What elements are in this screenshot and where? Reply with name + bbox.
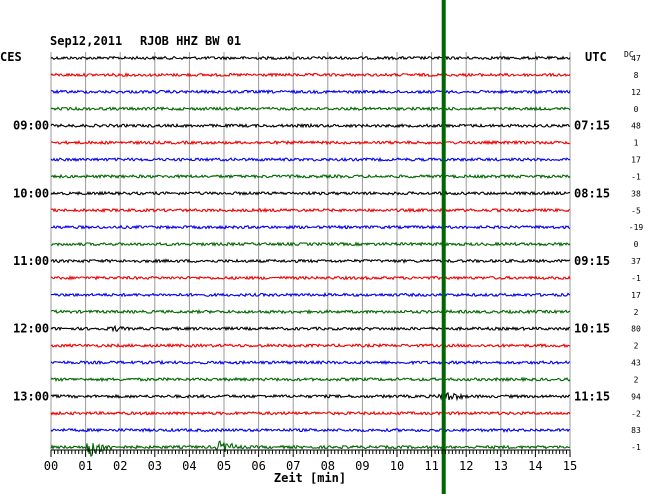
trace-7 [50, 173, 571, 180]
x-tick-label: 02 [113, 459, 127, 473]
x-tick-label: 05 [217, 459, 231, 473]
x-tick-label: 14 [528, 459, 542, 473]
dc-offset-label: 2 [634, 308, 639, 317]
dc-offset-label: 37 [631, 257, 641, 266]
trace-21 [50, 410, 571, 416]
dc-offset-label: 47 [631, 54, 641, 63]
x-tick-label: 08 [321, 459, 335, 473]
dc-offset-label: 1 [634, 139, 639, 148]
trace-4 [50, 122, 570, 129]
dc-offset-label: -1 [631, 172, 641, 181]
right-time-label: 09:15 [574, 254, 610, 268]
x-tick-label: 01 [78, 459, 92, 473]
dc-offset-label: 12 [631, 88, 641, 97]
x-tick-label: 10 [390, 459, 404, 473]
trace-20 [50, 390, 571, 402]
trace-17 [50, 342, 571, 349]
trace-19 [50, 376, 571, 383]
right-timezone-label: UTC [585, 50, 607, 64]
date-label: Sep12,2011 [50, 34, 122, 48]
left-time-label: 11:00 [13, 254, 49, 268]
x-axis: 00 01 02 03 04 05 06 07 08 09 10 11 12 13 14 15 [44, 449, 577, 473]
x-tick-label: 13 [494, 459, 508, 473]
right-time-label: 10:15 [574, 322, 610, 336]
dc-offset-label: 38 [631, 189, 641, 198]
dc-offset-label: 2 [634, 342, 639, 351]
trace-3 [50, 105, 571, 112]
dc-offset-label: -1 [631, 443, 641, 452]
trace-2 [51, 89, 571, 95]
trace-12 [50, 258, 571, 264]
x-tick-label: 00 [44, 459, 58, 473]
left-time-label: 13:00 [13, 389, 49, 403]
trace-18 [50, 359, 571, 366]
time-labels: 09:00 10:00 11:00 12:00 13:00 07:15 08:15 09:15… [13, 119, 610, 404]
trace-23 [50, 440, 571, 458]
trace-22 [50, 427, 571, 433]
x-tick-label: 06 [251, 459, 265, 473]
trace-14 [50, 291, 571, 298]
left-time-label: 10:00 [13, 186, 49, 200]
dc-header-label: DC [624, 50, 634, 59]
x-tick-label: 15 [563, 459, 577, 473]
dc-offset-label: 94 [631, 392, 641, 401]
dc-offset-label: 43 [631, 359, 641, 368]
dc-offset-label: -5 [631, 206, 641, 215]
x-axis-title: Zeit [min] [274, 471, 346, 485]
right-time-label: 08:15 [574, 186, 610, 200]
dc-offset-label: 0 [634, 240, 639, 249]
dc-offset-label: -1 [631, 274, 641, 283]
trace-6 [50, 156, 571, 163]
traces: 47 8 12 0 48 1 17 -1 38 -5 -19 0 37 -1 17 2 80 2 43 2 94 -2 83… [50, 54, 644, 458]
x-tick-label: 09 [355, 459, 369, 473]
trace-15 [50, 308, 571, 315]
dc-offset-label: 83 [631, 426, 641, 435]
right-time-label: 11:15 [574, 389, 610, 403]
x-tick-label: 04 [182, 459, 196, 473]
trace-16 [50, 324, 571, 333]
x-tick-label: 03 [148, 459, 162, 473]
trace-9 [50, 207, 571, 214]
dc-offset-label: 17 [631, 291, 641, 300]
left-time-label: 09:00 [13, 119, 49, 133]
trace-1 [50, 72, 571, 78]
x-tick-label: 11 [424, 459, 438, 473]
right-time-label: 07:15 [574, 119, 610, 133]
dc-offset-label: -2 [631, 409, 641, 418]
x-tick-label: 12 [459, 459, 473, 473]
trace-13 [50, 275, 571, 281]
dc-offset-label: 80 [631, 325, 641, 334]
trace-5 [50, 139, 571, 146]
dc-offset-label: 0 [634, 105, 639, 114]
trace-8 [50, 190, 571, 197]
trace-10 [50, 224, 571, 230]
dc-offset-label: 48 [631, 122, 641, 131]
trace-11 [50, 241, 571, 247]
x-tick-label: 07 [286, 459, 300, 473]
dc-offset-label: 8 [634, 71, 639, 80]
dc-offset-label: 17 [631, 156, 641, 165]
station-label: RJOB HHZ BW 01 [140, 34, 241, 48]
dc-offset-label: -19 [629, 223, 644, 232]
trace-0 [50, 55, 571, 61]
left-time-label: 12:00 [13, 322, 49, 336]
left-timezone-label: CES [0, 50, 22, 64]
dc-offset-label: 2 [634, 375, 639, 384]
grid [50, 52, 571, 450]
